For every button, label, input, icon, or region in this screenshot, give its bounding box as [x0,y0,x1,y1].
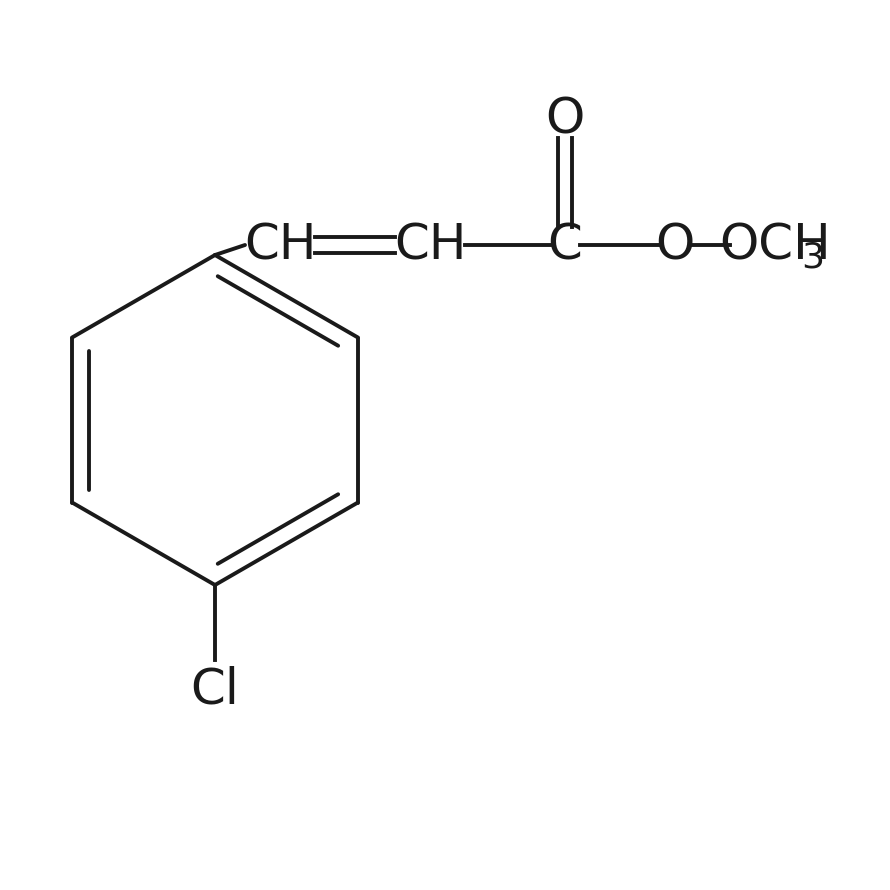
Text: Cl: Cl [190,666,239,714]
Text: CH: CH [393,221,466,269]
Text: O: O [655,221,694,269]
Text: CH: CH [244,221,316,269]
Text: O: O [546,96,585,144]
Text: OCH: OCH [719,221,830,269]
Text: 3: 3 [802,241,824,275]
Text: C: C [547,221,582,269]
